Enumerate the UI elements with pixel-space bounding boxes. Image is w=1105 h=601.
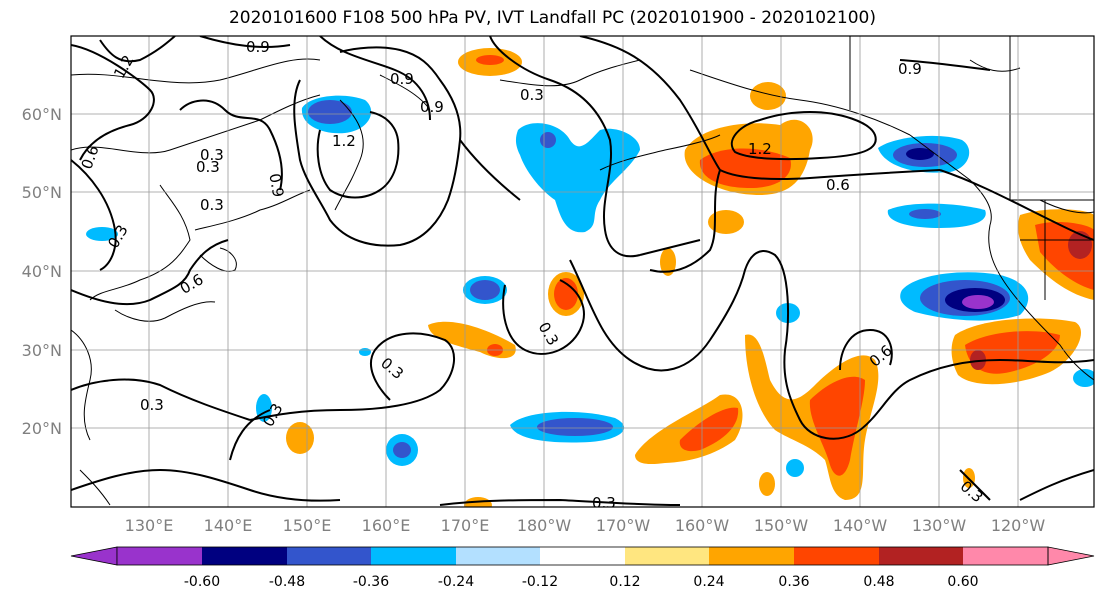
contour-label: 0.9 (390, 70, 414, 88)
lon-label: 140°E (204, 516, 253, 535)
lon-label: 150°E (283, 516, 332, 535)
contour-label: 0.9 (246, 38, 270, 56)
pv-contours (71, 36, 1094, 506)
colorbar-swatch (371, 547, 456, 565)
longitude-labels: 130°E 140°E 150°E 160°E 170°E 180°W 170°… (125, 516, 1046, 535)
colorbar-tick: 0.60 (947, 574, 978, 590)
lon-label: 130°W (912, 516, 967, 535)
colorbar-tick: 0.48 (863, 574, 894, 590)
contour-label: 0.6 (826, 176, 850, 194)
colorbar-extend-high (1047, 546, 1095, 566)
lon-label: 150°W (754, 516, 809, 535)
colorbar-tick: -0.24 (438, 574, 474, 590)
latitude-labels: 60°N 50°N 40°N 30°N 20°N (22, 105, 62, 438)
map-title: 2020101600 F108 500 hPa PV, IVT Landfall… (228, 8, 876, 28)
lat-label: 60°N (22, 105, 62, 124)
contour-label: 0.9 (265, 172, 287, 199)
contour-label: 0.3 (196, 158, 220, 176)
contour-label: 0.9 (420, 98, 444, 116)
map-panel: 1.2 0.9 0.9 0.9 1.2 0.6 0.3 0.9 0.3 0.6 … (70, 35, 1095, 512)
colorbar-tick: -0.12 (522, 574, 558, 590)
colorbar-swatch (202, 547, 287, 565)
colorbar-swatch (963, 547, 1048, 565)
colorbar-tick: -0.60 (184, 574, 220, 590)
colorbar-swatch (540, 547, 625, 565)
colorbar-tick: -0.48 (269, 574, 305, 590)
contour-label: 0.3 (200, 146, 224, 164)
colorbar-swatch (709, 547, 794, 565)
colorbar-swatch (456, 547, 540, 565)
lon-label: 170°E (441, 516, 490, 535)
contour-label: 0.9 (898, 60, 922, 78)
colorbar-swatch (287, 547, 371, 565)
lon-label: 160°W (675, 516, 730, 535)
colorbar-tick: 0.36 (778, 574, 809, 590)
colorbar-tick: -0.36 (353, 574, 389, 590)
lon-label: 160°E (362, 516, 411, 535)
graticule (71, 36, 1094, 507)
colorbar-swatch (625, 547, 709, 565)
lat-label: 50°N (22, 183, 62, 202)
colorbar: -0.60 -0.48 -0.36 -0.24 -0.12 0.12 0.24 … (70, 546, 1095, 590)
lon-label: 170°W (596, 516, 651, 535)
lat-label: 20°N (22, 419, 62, 438)
colorbar-extend-low (70, 546, 118, 566)
colorbar-swatch (794, 547, 879, 565)
colorbar-swatch (117, 547, 202, 565)
colorbar-tick: 0.24 (693, 574, 724, 590)
colorbar-tick: 0.12 (609, 574, 640, 590)
lon-label: 180°W (517, 516, 572, 535)
lon-label: 130°E (125, 516, 174, 535)
lat-label: 30°N (22, 341, 62, 360)
lon-label: 140°W (833, 516, 888, 535)
lat-label: 40°N (22, 262, 62, 281)
contour-label: 1.2 (332, 132, 356, 150)
contour-label: 0.3 (592, 494, 616, 512)
contour-label: 0.3 (140, 396, 164, 414)
contour-label: 0.3 (200, 196, 224, 214)
lon-label: 120°W (991, 516, 1046, 535)
contour-label: 0.3 (520, 86, 544, 104)
contour-label: 1.2 (748, 140, 772, 158)
negative-anomaly-fill (86, 95, 1094, 477)
colorbar-swatch (879, 547, 963, 565)
